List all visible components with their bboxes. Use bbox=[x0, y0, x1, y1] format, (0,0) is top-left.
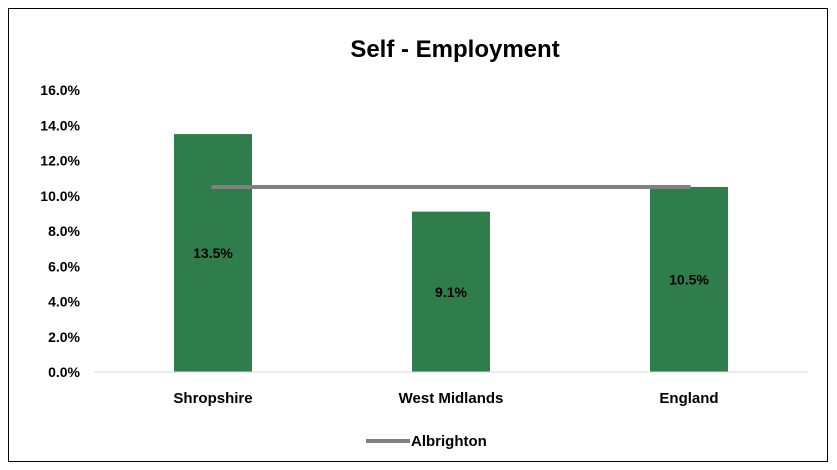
y-tick-label: 10.0% bbox=[40, 188, 80, 204]
y-tick-label: 2.0% bbox=[48, 329, 80, 345]
legend-label-albrighton: Albrighton bbox=[411, 433, 487, 450]
y-tick-label: 14.0% bbox=[40, 117, 80, 133]
chart-title: Self - Employment bbox=[350, 36, 559, 63]
y-tick-label: 12.0% bbox=[40, 153, 80, 169]
legend: Albrighton bbox=[366, 433, 487, 450]
bar-series: 13.5% 9.1% 10.5% bbox=[174, 134, 728, 372]
y-tick-label: 6.0% bbox=[48, 258, 80, 274]
bar-data-label: 10.5% bbox=[669, 271, 709, 287]
x-axis: Shropshire West Midlands England bbox=[94, 371, 808, 407]
y-axis: 0.0% 2.0% 4.0% 6.0% 8.0% 10.0% 12.0% 14.0% 16.0% bbox=[40, 82, 80, 380]
y-tick-label: 4.0% bbox=[48, 294, 80, 310]
bar-data-label: 13.5% bbox=[193, 245, 233, 261]
bar-data-label: 9.1% bbox=[435, 284, 467, 300]
bar-england bbox=[650, 186, 728, 372]
bar-shropshire bbox=[174, 134, 252, 372]
x-category-label: Shropshire bbox=[173, 390, 252, 407]
x-category-label: West Midlands bbox=[399, 390, 504, 407]
y-tick-label: 16.0% bbox=[40, 82, 80, 98]
bar-west-midlands bbox=[412, 211, 490, 372]
y-tick-label: 8.0% bbox=[48, 223, 80, 239]
x-category-label: England bbox=[659, 390, 718, 407]
y-tick-label: 0.0% bbox=[48, 364, 80, 380]
